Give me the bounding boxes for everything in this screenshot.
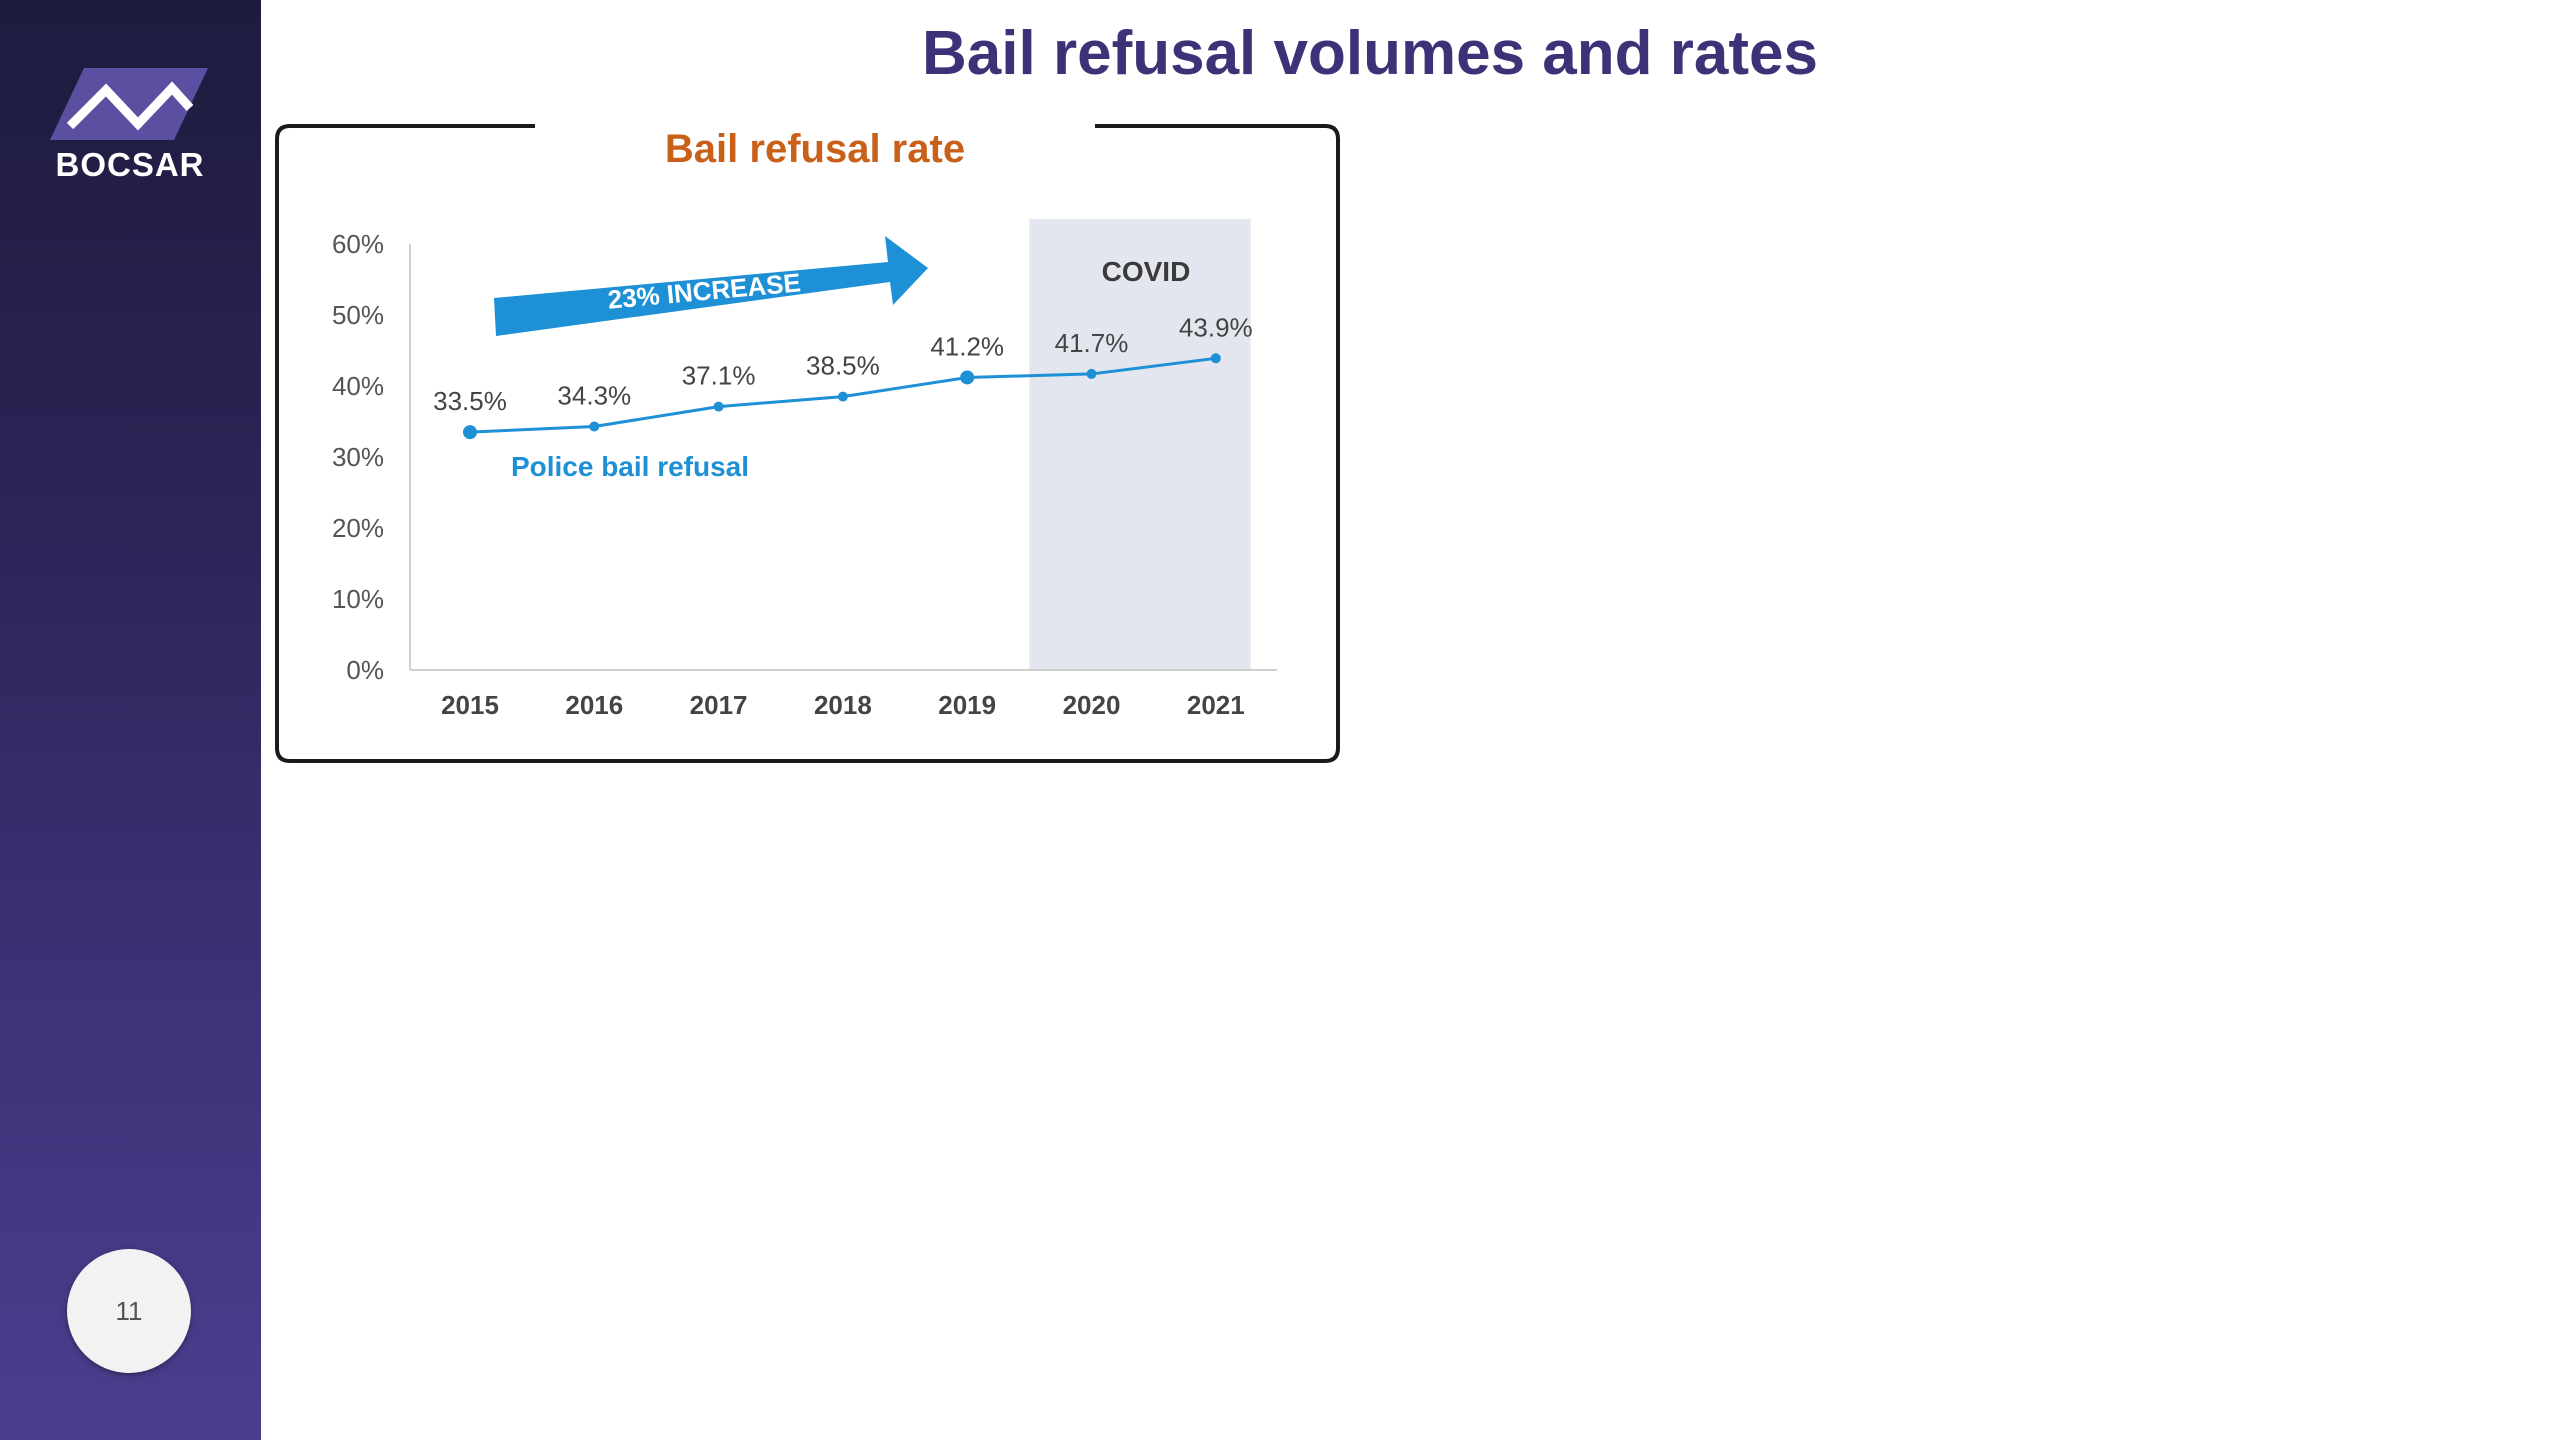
- data-point: [589, 421, 600, 432]
- data-label: 43.9%: [1179, 312, 1253, 342]
- x-tick-label: 2019: [938, 690, 996, 720]
- page-number-badge: 11: [67, 1249, 191, 1373]
- covid-label: COVID: [1102, 256, 1191, 287]
- chart-title: Bail refusal rate: [665, 127, 965, 171]
- x-tick-label: 2018: [814, 690, 872, 720]
- data-point: [713, 401, 724, 412]
- x-tick-label: 2016: [565, 690, 623, 720]
- data-point: [463, 425, 477, 440]
- series-points: [463, 353, 1221, 440]
- logo-text: BOCSAR: [55, 146, 205, 183]
- y-tick-label: 40%: [332, 371, 384, 401]
- y-tick-label: 10%: [332, 584, 384, 614]
- data-label: 34.3%: [557, 380, 631, 410]
- chart-frame: [275, 124, 1340, 763]
- y-tick-label: 20%: [332, 513, 384, 543]
- data-label: 41.2%: [930, 331, 1004, 361]
- x-tick-label: 2021: [1187, 690, 1245, 720]
- data-label: 38.5%: [806, 351, 880, 381]
- data-label: 41.7%: [1055, 328, 1129, 358]
- data-label: 33.5%: [433, 386, 507, 416]
- x-tick-label: 2020: [1063, 690, 1121, 720]
- sidebar: BOCSAR 11: [0, 0, 261, 1440]
- covid-shaded-region: [1029, 219, 1251, 670]
- series-data-labels: 33.5% 34.3% 37.1% 38.5% 41.2% 41.7% 43.9%: [433, 312, 1253, 416]
- chart-frame-title-gap: [535, 118, 1095, 132]
- data-point: [1210, 353, 1221, 364]
- y-tick-label: 30%: [332, 442, 384, 472]
- y-tick-label: 0%: [346, 655, 384, 685]
- y-tick-label: 60%: [332, 229, 384, 259]
- increase-arrow-label: 23% INCREASE: [606, 267, 802, 314]
- increase-arrow: [494, 236, 928, 336]
- x-axis-ticks: 2015 2016 2017 2018 2019 2020 2021: [441, 690, 1245, 720]
- x-tick-label: 2017: [690, 690, 748, 720]
- x-tick-label: 2015: [441, 690, 499, 720]
- data-point: [837, 391, 848, 402]
- data-point: [960, 370, 975, 385]
- y-tick-label: 50%: [332, 300, 384, 330]
- slide-title: Bail refusal volumes and rates: [922, 19, 1818, 88]
- data-label: 37.1%: [682, 361, 756, 391]
- series-name-label: Police bail refusal: [511, 451, 749, 482]
- y-axis-ticks: 0% 10% 20% 30% 40% 50% 60%: [332, 229, 384, 685]
- data-point: [1086, 368, 1097, 379]
- bocsar-logo-icon: [50, 68, 208, 140]
